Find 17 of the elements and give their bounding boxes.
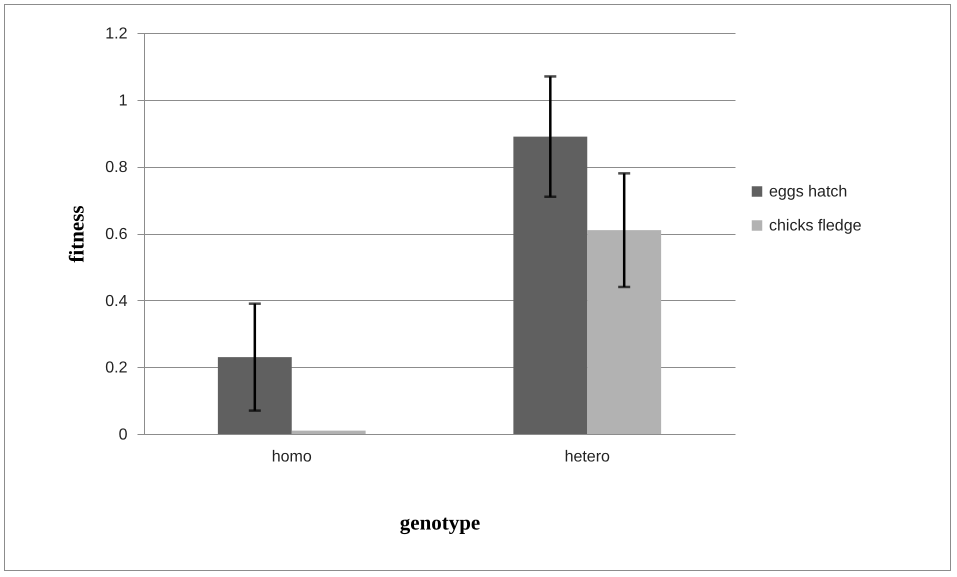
bar xyxy=(587,230,662,434)
y-tick-label: 1.2 xyxy=(105,26,128,42)
bar xyxy=(292,430,366,434)
y-axis-title: fitness xyxy=(64,205,88,263)
x-tick-label: hetero xyxy=(564,448,610,466)
legend-label: chicks fledge xyxy=(769,218,862,234)
x-axis-title: genotype xyxy=(400,510,480,534)
x-tick-label: homo xyxy=(272,448,312,466)
y-tick-label: 0.2 xyxy=(105,360,128,377)
bar xyxy=(218,357,292,434)
y-tick-label: 0.8 xyxy=(105,159,128,176)
y-tick-label: 1 xyxy=(118,92,128,110)
y-tick-label: 0 xyxy=(118,426,128,444)
bar xyxy=(513,136,588,434)
y-tick-label: 0.4 xyxy=(105,292,128,310)
legend-label: eggs hatch xyxy=(769,184,848,200)
y-tick-label: 0.6 xyxy=(105,226,128,243)
